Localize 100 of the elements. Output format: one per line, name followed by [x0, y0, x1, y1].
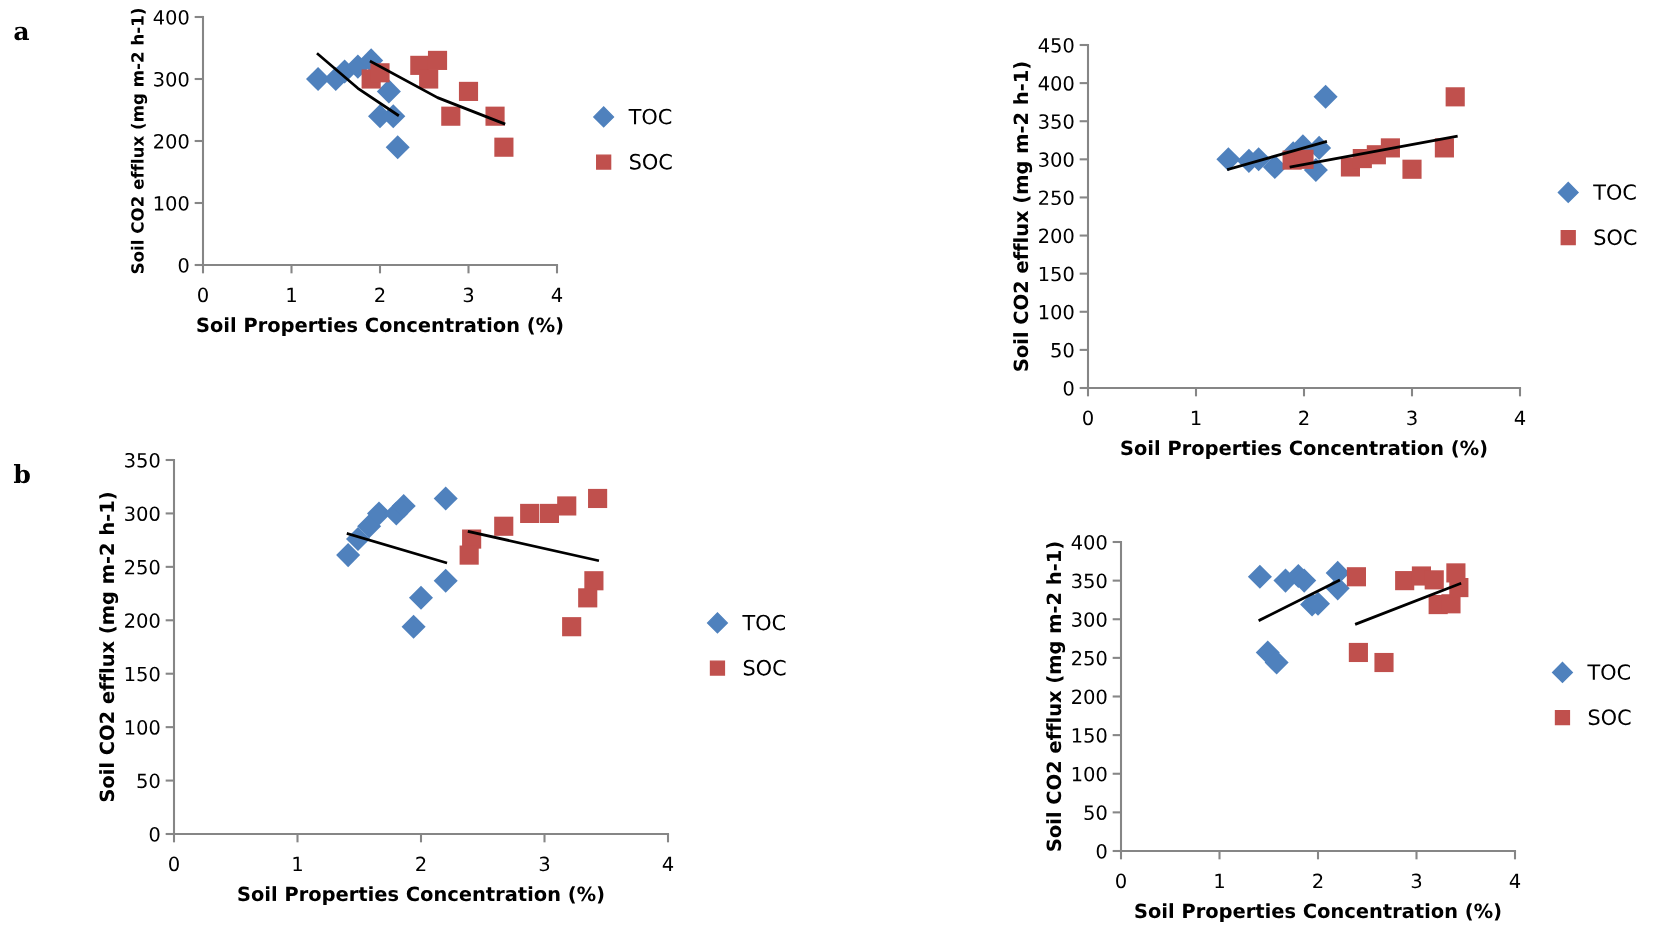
- y-tick-label: 300: [154, 71, 189, 87]
- x-tick-label: 2: [416, 856, 426, 871]
- y-tick-label: 350: [1072, 573, 1107, 589]
- y-tick-label: 400: [1071, 534, 1107, 550]
- point: [408, 585, 434, 610]
- point: [1441, 594, 1461, 614]
- y-axis-title: Soil CO2 efflux (mg m-2 h-1): [1046, 542, 1066, 851]
- point: [1374, 652, 1394, 673]
- legend-label: TOC: [1593, 184, 1636, 200]
- point: [458, 81, 479, 101]
- x-tick-label: 1: [293, 856, 302, 871]
- y-tick-label: 100: [154, 195, 189, 211]
- point: [376, 79, 401, 104]
- y-tick-label: 0: [1063, 380, 1074, 396]
- y-tick-label: 200: [1072, 689, 1107, 705]
- point: [588, 488, 608, 509]
- y-tick-label: 150: [125, 666, 160, 682]
- point: [539, 503, 560, 523]
- y-tick-label: 150: [1072, 728, 1107, 743]
- legend-label: SOC: [1594, 229, 1637, 246]
- y-tick-label: 150: [1039, 266, 1074, 282]
- y-tick-label: 200: [125, 613, 160, 628]
- point: [1346, 567, 1366, 587]
- x-tick-label: 0: [198, 287, 208, 303]
- y-tick-label: 50: [1084, 805, 1107, 821]
- point: [1264, 650, 1289, 675]
- y-tick-label: 450: [1038, 37, 1074, 53]
- point: [1348, 642, 1368, 663]
- y-tick-label: 400: [153, 9, 189, 25]
- text: a: [14, 26, 30, 41]
- text: b: [13, 464, 30, 484]
- point: [385, 135, 410, 160]
- legend-label: SOC: [1588, 709, 1631, 726]
- point: [433, 568, 458, 593]
- x-tick-label: 1: [1191, 410, 1201, 425]
- x-tick-label: 3: [463, 287, 474, 303]
- point: [1313, 84, 1338, 109]
- x-tick-label: 4: [1514, 410, 1526, 425]
- point: [1247, 564, 1272, 589]
- x-tick-label: 0: [1116, 873, 1126, 889]
- point: [391, 493, 416, 518]
- legend-label: TOC: [1587, 664, 1631, 680]
- y-axis-title: Soil CO2 efflux (mg m-2 h-1): [1013, 62, 1033, 371]
- x-tick-label: 2: [1313, 873, 1323, 888]
- x-tick-label: 2: [375, 287, 385, 302]
- y-tick-label: 200: [1039, 228, 1074, 244]
- y-axis-title: Soil CO2 efflux (mg m-2 h-1): [99, 493, 119, 802]
- y-axis-title: Soil CO2 efflux (mg m-2 h-1): [130, 9, 148, 274]
- point: [357, 514, 382, 539]
- legend-label: TOC: [742, 614, 786, 631]
- y-tick-label: 0: [178, 257, 189, 273]
- x-tick-label: 1: [287, 287, 296, 302]
- y-tick-label: 50: [1051, 342, 1074, 358]
- legend-label: TOC: [628, 108, 672, 125]
- x-tick-label: 4: [662, 856, 674, 871]
- point: [401, 614, 426, 639]
- y-tick-label: 300: [1039, 152, 1074, 167]
- y-tick-label: 0: [1096, 843, 1107, 859]
- x-axis-title: Soil Properties Concentration (%): [1121, 440, 1487, 459]
- point: [1395, 571, 1415, 591]
- point: [494, 137, 514, 157]
- x-tick-label: 3: [1411, 873, 1422, 889]
- x-tick-label: 3: [539, 856, 550, 872]
- point: [419, 69, 439, 89]
- y-tick-label: 50: [137, 773, 160, 789]
- point: [494, 516, 514, 536]
- y-tick-label: 250: [125, 559, 160, 575]
- y-tick-label: 350: [1039, 114, 1074, 129]
- y-tick-label: 200: [154, 133, 189, 149]
- x-tick-label: 1: [1215, 873, 1224, 888]
- y-tick-label: 300: [125, 506, 160, 522]
- y-tick-label: 100: [1039, 304, 1074, 320]
- point: [1445, 87, 1465, 107]
- y-tick-label: 100: [125, 720, 160, 735]
- y-tick-label: 400: [1038, 76, 1074, 91]
- x-axis-title: Soil Properties Concentration (%): [1135, 903, 1501, 922]
- x-axis-title: Soil Properties Concentration (%): [197, 317, 563, 336]
- y-tick-label: 250: [1072, 650, 1107, 666]
- point: [557, 496, 577, 516]
- legend-label: SOC: [630, 153, 672, 170]
- point: [520, 503, 540, 523]
- point: [1402, 159, 1422, 179]
- point: [433, 486, 458, 511]
- x-tick-label: 3: [1407, 410, 1417, 426]
- y-tick-label: 350: [125, 452, 160, 468]
- point: [578, 588, 598, 608]
- legend-label: SOC: [743, 659, 786, 676]
- point: [459, 545, 479, 565]
- point: [441, 106, 461, 126]
- x-tick-label: 4: [551, 287, 563, 302]
- y-tick-label: 300: [1072, 612, 1107, 627]
- point: [1424, 570, 1444, 590]
- point: [562, 617, 582, 637]
- y-tick-label: 100: [1072, 766, 1107, 782]
- y-tick-label: 250: [1039, 190, 1074, 206]
- y-tick-label: 0: [149, 826, 160, 842]
- x-tick-label: 4: [1509, 873, 1521, 888]
- point: [336, 543, 361, 568]
- x-tick-label: 2: [1299, 410, 1309, 425]
- point: [427, 50, 448, 70]
